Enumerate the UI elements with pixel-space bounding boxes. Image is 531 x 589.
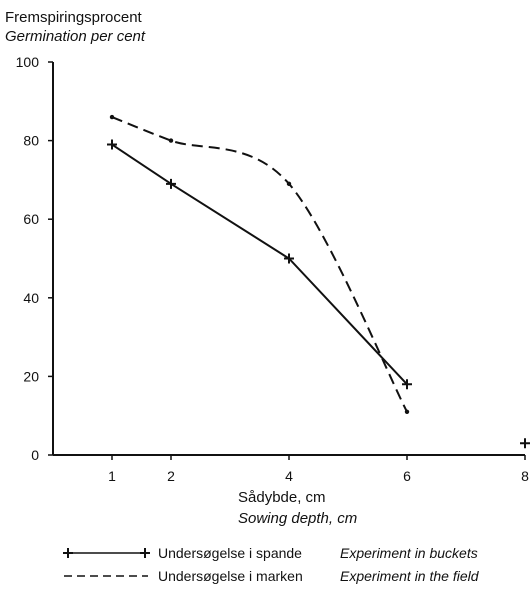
x-tick-label: 2 bbox=[167, 468, 175, 484]
legend-label-field-english: Experiment in the field bbox=[340, 568, 480, 584]
series-layer bbox=[107, 114, 530, 449]
y-tick-label: 0 bbox=[31, 447, 39, 463]
x-axis-label-english: Sowing depth, cm bbox=[238, 510, 357, 527]
legend-label-buckets: Undersøgelse i spande bbox=[158, 545, 302, 561]
y-axis-label: Fremspiringsprocent bbox=[5, 9, 143, 26]
data-point bbox=[404, 409, 410, 414]
y-axis-label-english: Germination per cent bbox=[5, 28, 146, 45]
y-tick-label: 40 bbox=[23, 290, 39, 306]
x-tick-label: 6 bbox=[403, 468, 411, 484]
x-tick-label: 1 bbox=[108, 468, 116, 484]
y-tick-label: 60 bbox=[23, 211, 39, 227]
series-line bbox=[111, 116, 408, 413]
x-tick-label: 8 bbox=[521, 468, 529, 484]
data-point bbox=[166, 178, 176, 189]
legend-marker-plus bbox=[63, 548, 73, 558]
legend-marker-plus bbox=[140, 548, 150, 558]
data-point bbox=[107, 139, 117, 150]
series-buckets bbox=[107, 139, 412, 390]
data-point bbox=[168, 138, 174, 143]
data-point bbox=[109, 114, 115, 120]
y-tick-label: 80 bbox=[23, 133, 39, 149]
y-tick-label: 20 bbox=[23, 368, 39, 384]
data-point bbox=[286, 181, 292, 187]
x-axis-label: Sådybde, cm bbox=[238, 489, 326, 506]
series-field bbox=[109, 114, 410, 414]
legend-swatch-buckets bbox=[63, 548, 150, 558]
isolated-data-point bbox=[520, 438, 530, 449]
legend-label-field: Undersøgelse i marken bbox=[158, 568, 303, 584]
axis-ticks: 0 20 40 60 80 100 1 2 4 6 8 bbox=[16, 54, 529, 484]
data-point bbox=[284, 253, 294, 264]
legend: Undersøgelse i spande Experiment in buck… bbox=[63, 545, 480, 584]
y-tick-label: 100 bbox=[16, 54, 40, 70]
x-tick-label: 4 bbox=[285, 468, 293, 484]
legend-label-buckets-english: Experiment in buckets bbox=[340, 545, 478, 561]
series-line bbox=[111, 143, 408, 385]
data-point bbox=[402, 379, 412, 390]
